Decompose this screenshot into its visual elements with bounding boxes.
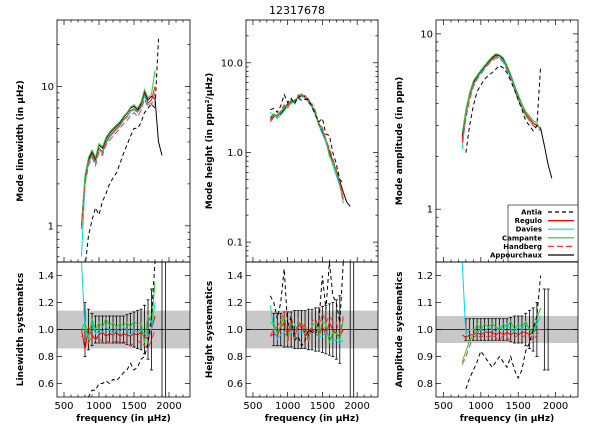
x-tick-label: 1000 (275, 401, 300, 412)
series-handberg (81, 92, 156, 229)
y-tick-label: 1.0 (417, 325, 433, 336)
bottom-series-group (269, 262, 344, 347)
systematics-campante (81, 282, 156, 344)
series-handberg (461, 57, 541, 143)
top-series-group (81, 38, 163, 262)
legend-label: Campante (502, 234, 542, 242)
y-tick-label: 0.8 (417, 379, 433, 390)
linewidth-panel: 500 1000 1500 2000 frequency (in μHz) 1 10 Mode… (16, 19, 191, 424)
series-antia (85, 38, 159, 262)
y-tick-label: 1.0 (38, 325, 54, 336)
series-regulo (461, 55, 541, 140)
bottom-series-group (81, 262, 156, 397)
y-axis-label: Mode linewidth (in μHz) (16, 80, 26, 201)
systematics-campante (270, 315, 344, 344)
series-campante (81, 70, 156, 226)
y-tick-label: 10 (420, 29, 433, 40)
x-tick-label: 1500 (121, 401, 146, 412)
y-tick-label: 10 (41, 82, 54, 93)
y-tick-label: 0.8 (227, 352, 243, 363)
systematics-antia (465, 275, 542, 390)
x-axis-label: frequency (in μHz) (76, 414, 170, 424)
y-tick-label: 1.2 (417, 271, 433, 282)
systematics-handberg (461, 329, 542, 365)
series-antia (465, 64, 542, 153)
y-tick-label: 10.0 (221, 58, 243, 69)
x-tick-label: 2000 (156, 401, 181, 412)
series-antia (270, 93, 344, 184)
legend-label: Appourchaux (490, 252, 543, 260)
series-appourchaux (269, 95, 351, 207)
x-tick-label: 2000 (344, 401, 369, 412)
systematics-axis-label: Amplitude systematics (395, 272, 405, 388)
x-tick-label: 500 (54, 401, 73, 412)
series-regulo (269, 93, 344, 194)
x-tick-label: 1500 (310, 401, 335, 412)
y-tick-label: 0.8 (38, 352, 54, 363)
y-tick-label: 1 (48, 221, 54, 232)
legend-label: Regulo (515, 217, 543, 225)
systematics-antia (269, 262, 344, 347)
bottom-series-group (461, 262, 542, 390)
y-axis-label: Mode amplitude (in ppm) (395, 77, 405, 205)
y-tick-label: 0.1 (227, 238, 243, 249)
x-tick-label: 500 (243, 401, 262, 412)
top-frame (245, 19, 379, 263)
y-tick-label: 1.2 (38, 298, 54, 309)
legend-label: Handberg (503, 243, 542, 251)
top-series-group (461, 53, 553, 179)
series-appourchaux (81, 89, 163, 226)
systematics-axis-label: Linewidth systematics (16, 273, 26, 387)
error-bars (464, 288, 550, 371)
legend: AntiaReguloDaviesCampanteHandbergAppourc… (490, 204, 579, 262)
x-axis-label: frequency (in μHz) (265, 414, 359, 424)
x-tick-label: 1500 (505, 401, 530, 412)
y-tick-label: 1.0 (227, 325, 243, 336)
legend-box (507, 204, 579, 262)
y-tick-label: 1.4 (38, 271, 54, 282)
y-tick-label: 0.9 (417, 352, 433, 363)
top-series-group (269, 93, 351, 207)
series-campante (461, 53, 542, 134)
systematics-handberg (81, 329, 156, 350)
amplitude-panel: 500 1000 1500 2000 frequency (in μHz) 1 10 Mode… (395, 19, 579, 424)
legend-label: Davies (516, 226, 542, 234)
y-axis-label: Mode height (in ppm²/μHz) (205, 73, 215, 209)
series-davies (81, 94, 152, 257)
x-tick-label: 1000 (468, 401, 493, 412)
x-axis-label: frequency (in μHz) (460, 414, 554, 424)
series-davies (461, 56, 538, 150)
chart-title: 12317678 (269, 4, 325, 17)
y-tick-label: 1.1 (417, 298, 433, 309)
y-tick-label: 1.4 (227, 271, 243, 282)
series-campante (269, 94, 344, 204)
series-regulo (81, 86, 156, 226)
y-tick-label: 1.2 (227, 298, 243, 309)
x-tick-label: 500 (434, 401, 453, 412)
x-tick-label: 1000 (86, 401, 111, 412)
height-panel: 500 1000 1500 2000 frequency (in μHz) 0.1 1.0 1… (205, 19, 379, 424)
y-tick-label: 0.6 (38, 379, 54, 390)
systematics-antia (87, 262, 156, 397)
y-tick-label: 1 (427, 205, 433, 216)
systematics-campante (461, 307, 542, 363)
x-tick-label: 2000 (543, 401, 568, 412)
y-tick-label: 0.6 (227, 379, 243, 390)
systematics-axis-label: Height systematics (205, 281, 215, 379)
y-tick-label: 1.0 (227, 148, 243, 159)
legend-label: Antia (521, 209, 542, 217)
top-frame (56, 19, 191, 263)
systematics-handberg (269, 310, 344, 345)
systematics-regulo (461, 329, 541, 339)
